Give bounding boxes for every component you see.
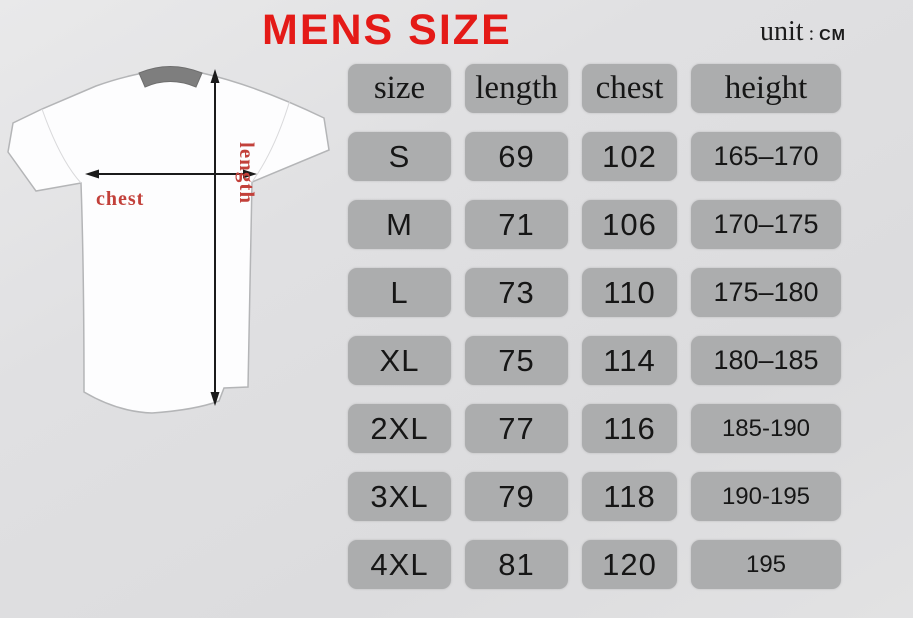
cell-length: 73: [465, 268, 568, 317]
cell-size: XL: [348, 336, 451, 385]
page-title: MENS SIZE: [262, 6, 512, 54]
cell-chest: 110: [582, 268, 677, 317]
cell-height: 170–175: [691, 200, 841, 249]
cell-size: 4XL: [348, 540, 451, 589]
column-header-length: length: [465, 64, 568, 113]
cell-chest: 118: [582, 472, 677, 521]
cell-length: 79: [465, 472, 568, 521]
chest-label: chest: [96, 188, 144, 210]
tshirt-measurement-diagram: length chest: [7, 66, 330, 414]
cell-chest: 102: [582, 132, 677, 181]
length-arrow: [210, 69, 220, 406]
left-sleeve-seam: [41, 108, 82, 184]
cell-height: 180–185: [691, 336, 841, 385]
cell-height: 175–180: [691, 268, 841, 317]
unit-value: CM: [819, 27, 847, 44]
cell-size: L: [348, 268, 451, 317]
chest-arrow: [85, 169, 257, 179]
cell-size: 2XL: [348, 404, 451, 453]
column-header-size: size: [348, 64, 451, 113]
collar-shape: [138, 66, 203, 88]
cell-length: 77: [465, 404, 568, 453]
cell-height: 190-195: [691, 472, 841, 521]
cell-height: 185-190: [691, 404, 841, 453]
unit-label: unit: [760, 16, 804, 47]
column-header-chest: chest: [582, 64, 677, 113]
cell-height: 165–170: [691, 132, 841, 181]
cell-length: 81: [465, 540, 568, 589]
cell-size: 3XL: [348, 472, 451, 521]
cell-length: 75: [465, 336, 568, 385]
column-header-height: height: [691, 64, 841, 113]
cell-length: 71: [465, 200, 568, 249]
tshirt-shape: [7, 67, 330, 414]
length-label: length: [235, 142, 259, 204]
cell-length: 69: [465, 132, 568, 181]
size-table: size length chest height S 69 102 165–17…: [348, 64, 841, 589]
cell-size: M: [348, 200, 451, 249]
cell-chest: 106: [582, 200, 677, 249]
right-sleeve-seam: [251, 99, 291, 183]
cell-chest: 114: [582, 336, 677, 385]
cell-chest: 116: [582, 404, 677, 453]
unit-separator: :: [808, 23, 815, 45]
cell-height: 195: [691, 540, 841, 589]
cell-chest: 120: [582, 540, 677, 589]
unit-indicator: unit : CM: [760, 16, 846, 48]
cell-size: S: [348, 132, 451, 181]
